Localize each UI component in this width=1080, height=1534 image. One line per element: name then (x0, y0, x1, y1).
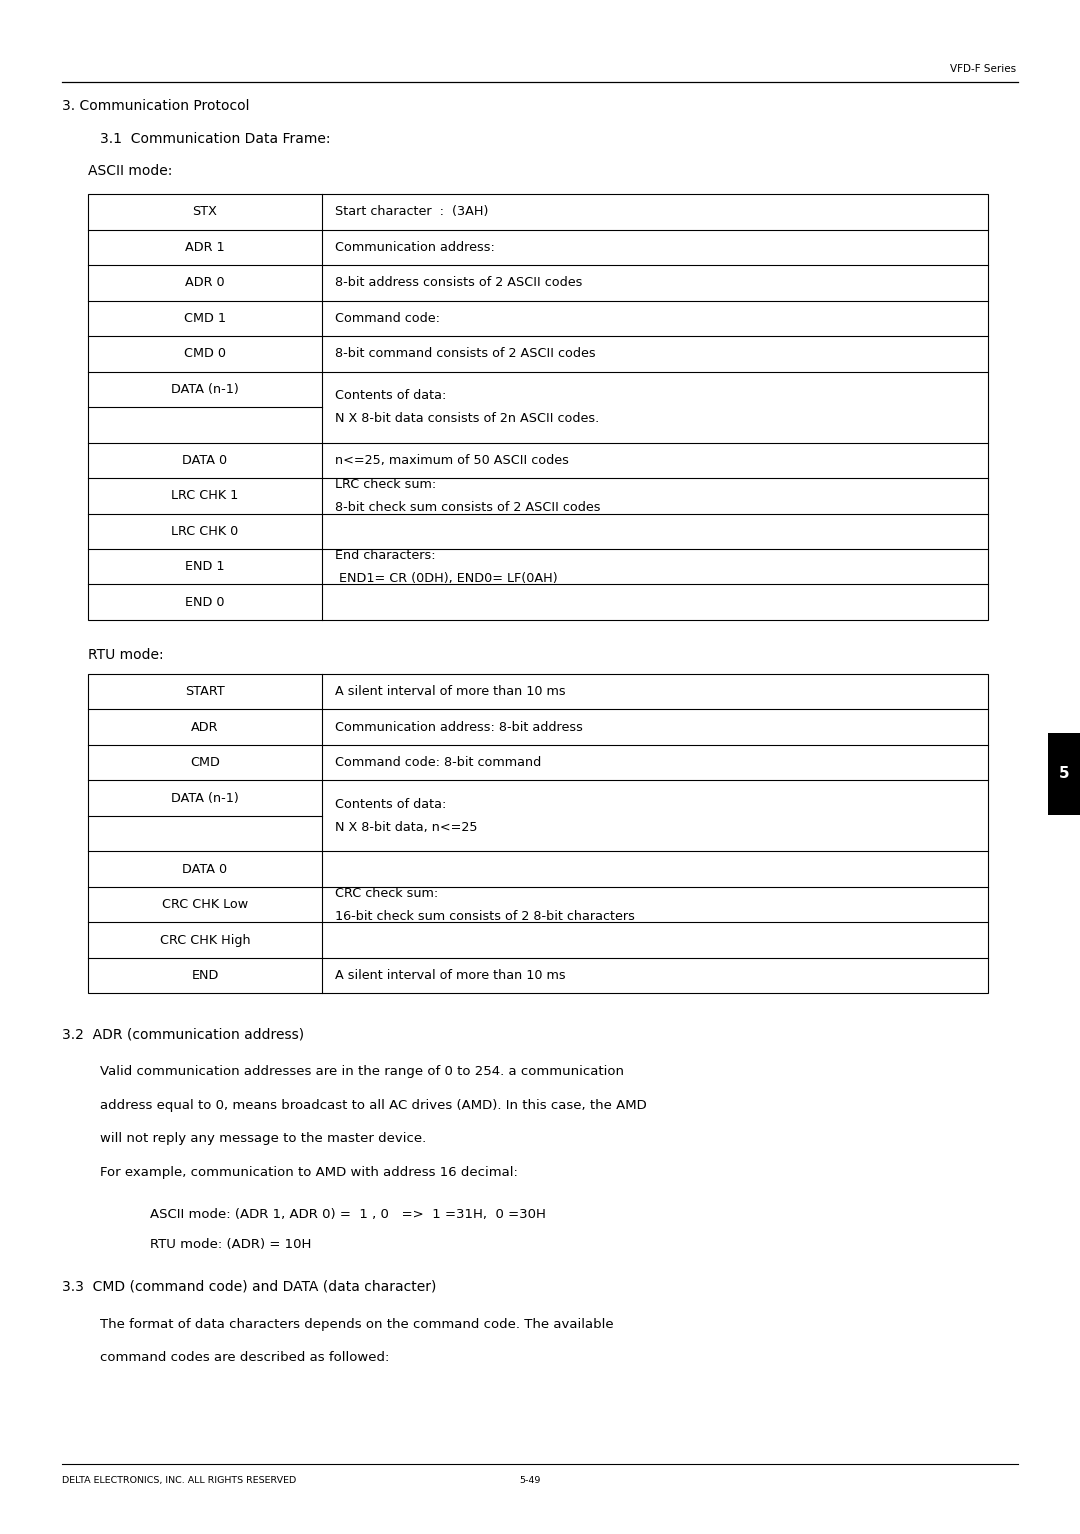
Text: 8-bit command consists of 2 ASCII codes: 8-bit command consists of 2 ASCII codes (335, 347, 596, 360)
Text: A silent interval of more than 10 ms: A silent interval of more than 10 ms (335, 969, 566, 982)
Text: command codes are described as followed:: command codes are described as followed: (100, 1351, 390, 1364)
Text: VFD-F Series: VFD-F Series (950, 64, 1016, 74)
Text: Command code:: Command code: (335, 311, 440, 325)
Text: Communication address:: Communication address: (335, 241, 495, 253)
Text: CRC CHK Low: CRC CHK Low (162, 899, 248, 911)
Text: ADR 1: ADR 1 (185, 241, 225, 253)
Text: ADR 0: ADR 0 (185, 276, 225, 290)
Text: DATA (n-1): DATA (n-1) (171, 792, 239, 805)
Text: CMD: CMD (190, 756, 220, 769)
Text: 5: 5 (1058, 767, 1069, 781)
Bar (1048, 733, 1080, 815)
Bar (87, 193, 988, 620)
Text: CRC check sum:: CRC check sum: (335, 887, 438, 900)
Text: A silent interval of more than 10 ms: A silent interval of more than 10 ms (335, 686, 566, 698)
Text: LRC check sum:: LRC check sum: (335, 479, 436, 491)
Text: END1= CR (0DH), END0= LF(0AH): END1= CR (0DH), END0= LF(0AH) (335, 572, 557, 584)
Text: CRC CHK High: CRC CHK High (160, 934, 251, 946)
Text: END: END (191, 969, 218, 982)
Text: will not reply any message to the master device.: will not reply any message to the master… (100, 1132, 427, 1146)
Text: LRC CHK 0: LRC CHK 0 (172, 525, 239, 538)
Text: LRC CHK 1: LRC CHK 1 (172, 489, 239, 502)
Text: address equal to 0, means broadcast to all AC drives (AMD). In this case, the AM: address equal to 0, means broadcast to a… (100, 1098, 647, 1112)
Text: Communication address: 8-bit address: Communication address: 8-bit address (335, 721, 583, 733)
Text: 3.2  ADR (communication address): 3.2 ADR (communication address) (62, 1028, 305, 1042)
Text: Contents of data:: Contents of data: (335, 798, 446, 811)
Text: CMD 0: CMD 0 (184, 347, 226, 360)
Text: For example, communication to AMD with address 16 decimal:: For example, communication to AMD with a… (100, 1166, 518, 1180)
Text: END 1: END 1 (186, 560, 225, 574)
Text: RTU mode: (ADR) = 10H: RTU mode: (ADR) = 10H (150, 1238, 311, 1252)
Text: DELTA ELECTRONICS, INC. ALL RIGHTS RESERVED: DELTA ELECTRONICS, INC. ALL RIGHTS RESER… (62, 1476, 296, 1485)
Text: 8-bit address consists of 2 ASCII codes: 8-bit address consists of 2 ASCII codes (335, 276, 582, 290)
Text: 16-bit check sum consists of 2 8-bit characters: 16-bit check sum consists of 2 8-bit cha… (335, 910, 635, 922)
Text: 3.3  CMD (command code) and DATA (data character): 3.3 CMD (command code) and DATA (data ch… (62, 1279, 436, 1293)
Text: Command code: 8-bit command: Command code: 8-bit command (335, 756, 541, 769)
Text: START: START (185, 686, 225, 698)
Text: STX: STX (192, 206, 217, 218)
Text: END 0: END 0 (186, 595, 225, 609)
Text: N X 8-bit data, n<=25: N X 8-bit data, n<=25 (335, 821, 477, 834)
Text: Contents of data:: Contents of data: (335, 390, 446, 402)
Text: End characters:: End characters: (335, 549, 435, 561)
Text: DATA (n-1): DATA (n-1) (171, 384, 239, 396)
Text: 3.1  Communication Data Frame:: 3.1 Communication Data Frame: (100, 132, 330, 146)
Bar (87, 673, 988, 994)
Text: DATA 0: DATA 0 (183, 862, 228, 876)
Text: N X 8-bit data consists of 2n ASCII codes.: N X 8-bit data consists of 2n ASCII code… (335, 411, 599, 425)
Text: Start character  :  (3AH): Start character : (3AH) (335, 206, 488, 218)
Text: 5-49: 5-49 (519, 1476, 541, 1485)
Text: n<=25, maximum of 50 ASCII codes: n<=25, maximum of 50 ASCII codes (335, 454, 569, 466)
Text: ADR: ADR (191, 721, 219, 733)
Text: DATA 0: DATA 0 (183, 454, 228, 466)
Text: 3. Communication Protocol: 3. Communication Protocol (62, 100, 249, 114)
Text: CMD 1: CMD 1 (184, 311, 226, 325)
Text: ASCII mode:: ASCII mode: (87, 164, 173, 178)
Text: ASCII mode: (ADR 1, ADR 0) =  1 , 0   =>  1 =31H,  0 =30H: ASCII mode: (ADR 1, ADR 0) = 1 , 0 => 1 … (150, 1207, 545, 1221)
Text: The format of data characters depends on the command code. The available: The format of data characters depends on… (100, 1318, 613, 1332)
Text: Valid communication addresses are in the range of 0 to 254. a communication: Valid communication addresses are in the… (100, 1066, 624, 1078)
Text: RTU mode:: RTU mode: (87, 647, 164, 663)
Text: 8-bit check sum consists of 2 ASCII codes: 8-bit check sum consists of 2 ASCII code… (335, 500, 600, 514)
